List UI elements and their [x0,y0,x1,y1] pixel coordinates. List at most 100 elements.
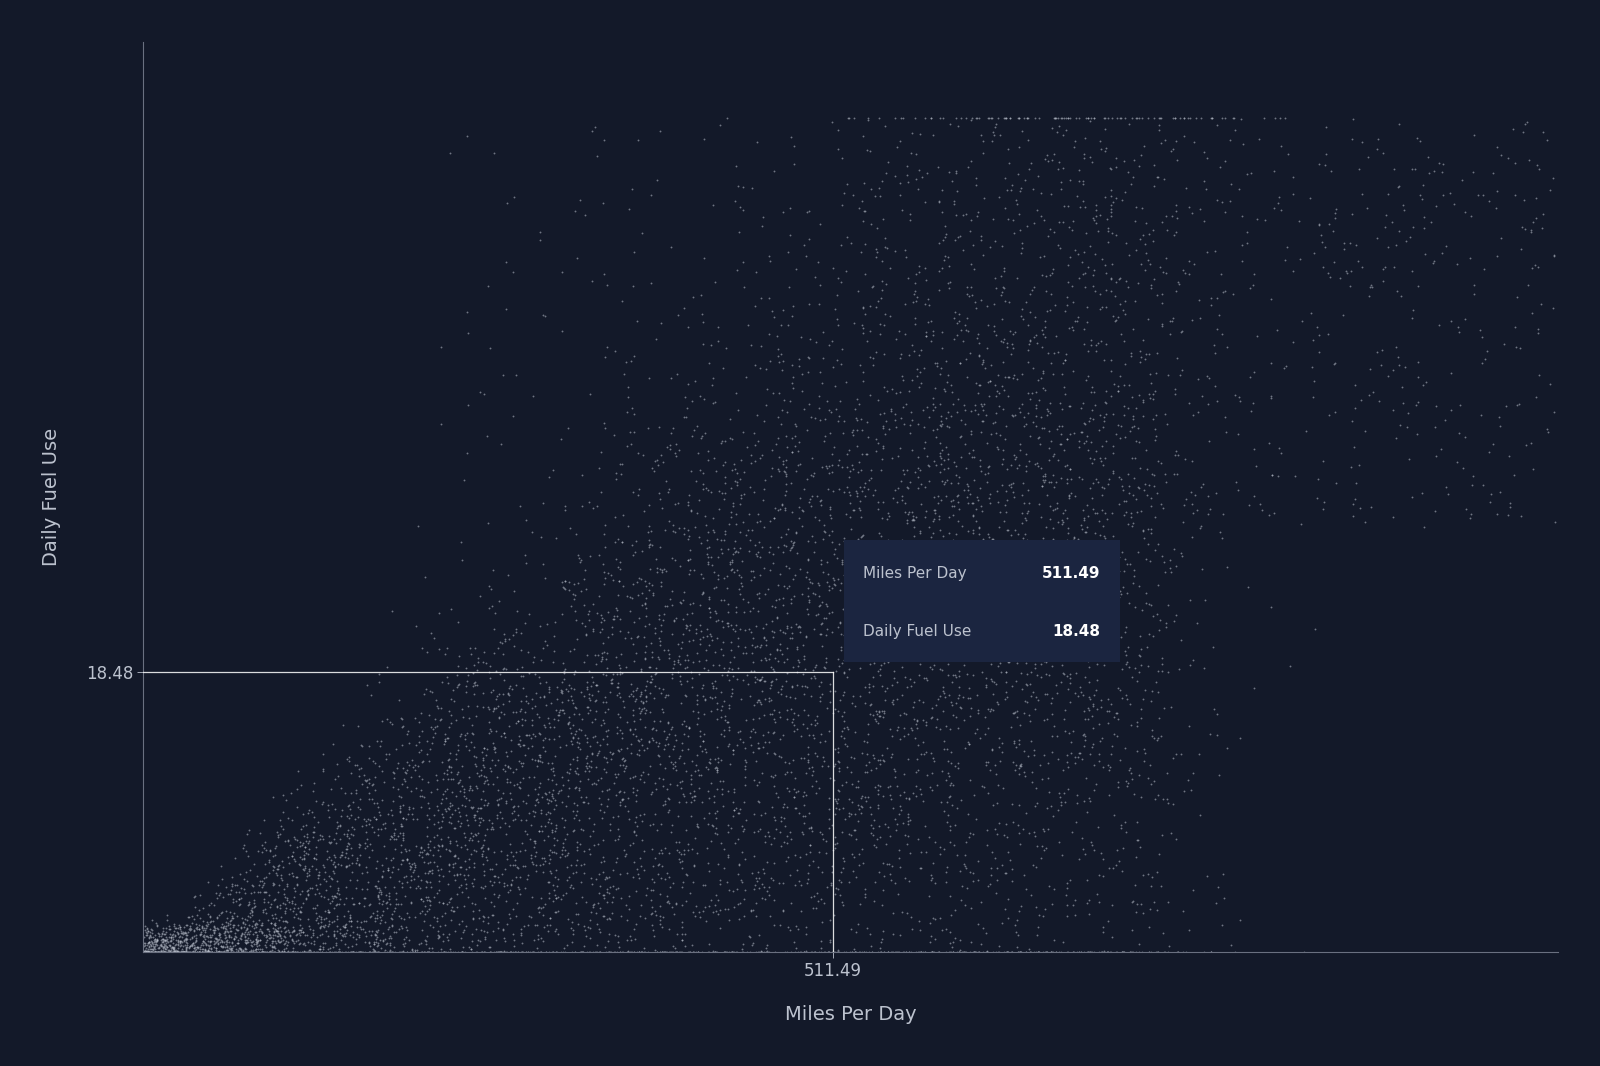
Point [869,747,894,764]
Point [795,587,821,604]
Point [232,837,258,854]
Point [602,943,627,960]
Point [456,888,482,905]
Point [552,572,578,589]
Point [269,943,294,960]
Point [286,849,312,866]
Point [571,918,597,935]
Point [1106,496,1131,513]
Point [550,777,576,794]
Point [690,943,715,960]
Point [283,926,309,943]
Point [542,747,568,764]
Point [861,668,886,685]
Point [173,924,198,941]
Point [306,915,331,932]
Point [589,645,614,662]
Point [394,852,419,869]
Point [1088,406,1114,423]
Point [910,360,936,377]
Point [570,943,595,960]
Point [1118,764,1144,781]
Point [853,488,878,505]
Point [1152,943,1178,960]
Point [894,512,920,529]
Point [1392,201,1418,219]
Point [224,908,250,925]
Point [571,842,597,859]
Point [1016,341,1042,358]
Point [933,645,958,662]
Point [512,546,538,563]
Point [725,724,750,741]
Point [179,936,205,953]
Point [1043,327,1069,344]
Point [542,844,568,861]
Point [931,803,957,820]
Point [277,924,302,941]
Point [642,927,667,944]
Point [1446,323,1472,340]
Point [901,519,926,536]
Point [1021,742,1046,759]
Point [470,907,496,924]
Point [587,923,613,940]
Point [976,489,1002,506]
Point [662,757,688,774]
Point [726,856,752,873]
Point [973,756,998,773]
Point [1117,484,1142,501]
Point [1088,943,1114,960]
Point [222,884,248,901]
Point [784,676,810,693]
Point [282,895,307,912]
Point [906,830,931,847]
Point [1053,723,1078,740]
Point [563,723,589,740]
Point [550,794,576,811]
Point [686,616,712,633]
Point [1190,475,1216,492]
Point [334,750,360,768]
Point [363,909,389,926]
Point [534,755,560,772]
Point [581,837,606,854]
Point [160,943,186,960]
Point [152,943,178,960]
Point [448,814,474,831]
Point [717,718,742,736]
Point [869,510,894,527]
Point [488,842,514,859]
Point [1070,943,1096,960]
Point [174,931,200,948]
Point [1429,441,1454,458]
Point [902,292,928,309]
Point [848,580,874,597]
Point [765,430,790,447]
Point [1043,943,1069,960]
Point [507,702,533,720]
Point [1056,524,1082,542]
Point [669,716,694,733]
Point [766,449,792,466]
Point [202,936,227,953]
Point [654,736,680,753]
Point [693,743,718,760]
Point [210,932,235,949]
Point [942,457,968,474]
Point [514,693,539,710]
Point [203,943,229,960]
Point [877,787,902,804]
Point [709,613,734,630]
Point [771,500,797,517]
Point [646,769,672,786]
Point [566,549,592,566]
Point [853,694,878,711]
Point [416,753,442,770]
Point [992,330,1018,348]
Point [1093,504,1118,521]
Point [1024,407,1050,424]
Point [149,943,174,960]
Point [586,772,611,789]
Point [883,722,909,739]
